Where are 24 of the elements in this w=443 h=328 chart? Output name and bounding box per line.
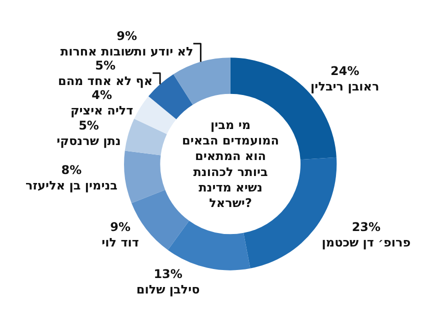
data-label: 23% xyxy=(352,220,381,234)
slice-label: נתן שרנסקי xyxy=(56,134,121,148)
slice-label: אף לא אחד מהם xyxy=(58,74,153,88)
donut-slice xyxy=(134,96,176,134)
slice-label: פרופ׳ דן שכטמן xyxy=(322,236,411,250)
slice-label: דוד לוי xyxy=(102,236,139,250)
donut-slice xyxy=(124,118,167,156)
data-label: 8% xyxy=(61,162,82,177)
donut-slice xyxy=(168,220,250,270)
data-label: 13% xyxy=(154,267,182,282)
data-label: 5% xyxy=(95,58,116,72)
donut-slice xyxy=(173,58,230,105)
data-label: 5% xyxy=(78,118,99,132)
slice-label: ראובן ריבלין xyxy=(310,79,380,94)
slice-label: דליה איציק xyxy=(70,104,134,118)
slice-label: בנימין בן אליעזר xyxy=(26,178,118,192)
data-label: 9% xyxy=(116,28,138,43)
data-label: 24% xyxy=(330,64,360,78)
slice-label: לא יודע ותשובות אחרות xyxy=(60,44,194,58)
text: מי מבין המועמדים הבאים הוא המתאים ביותר לכהונת נשיא מדינת ישראל? xyxy=(182,118,280,210)
donut-slice xyxy=(124,150,166,204)
data-label: 4% xyxy=(92,88,112,102)
slice-label: סילבן שלום xyxy=(136,282,200,297)
data-label: 9% xyxy=(110,220,130,234)
